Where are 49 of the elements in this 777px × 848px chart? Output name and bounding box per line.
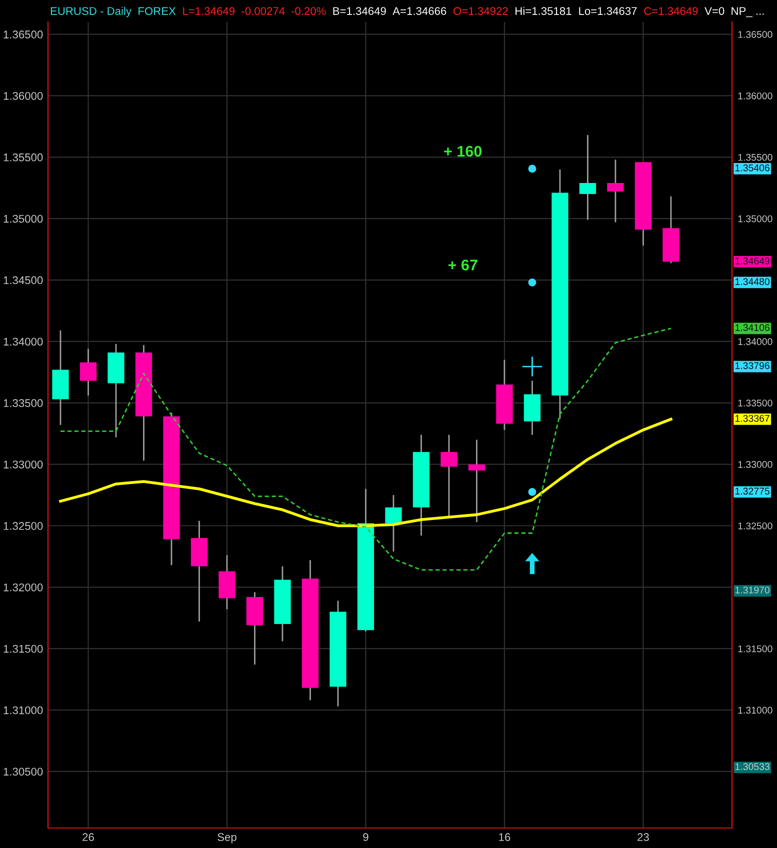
text: 1.33796: [735, 362, 770, 370]
x-tick-label: 26: [82, 833, 94, 842]
y-tick-label: 1.35500: [4, 153, 43, 162]
text: 1.34649: [735, 257, 770, 264]
candlestick: [607, 158, 624, 223]
line-series: [60, 328, 672, 571]
candlestick: [468, 439, 486, 523]
y-tick-label: 1.35000: [4, 214, 43, 223]
text: L=1.34649 -0.00274 -0.20% B=1.34649 A=1.34666 O=1.34922 Hi=1.35181 Lo=1.34637 C=1.34649 V=0 NP_ ...: [183, 6, 764, 18]
y-tick-label: 1.32500: [4, 522, 43, 530]
y-tick-label: 1.36000: [4, 92, 43, 100]
y2-tick-label: 1.36500: [738, 31, 772, 38]
x-tick-label: 23: [638, 833, 649, 842]
y2-tick-label: 1.35000: [738, 215, 772, 222]
y2-tick-label: 1.36000: [738, 92, 772, 100]
y-tick-label: 1.36500: [4, 30, 43, 38]
candlestick: [385, 494, 402, 552]
candlestick: [80, 348, 97, 396]
x-tick-label: 9: [363, 833, 368, 842]
y2-tick-label: 1.35500: [738, 154, 772, 161]
x-tick-label: Sep: [218, 833, 236, 844]
y2-tick-label: 1.32500: [738, 522, 772, 530]
y-tick-label: 1.31000: [4, 706, 43, 714]
candlestick: [579, 134, 596, 221]
y2-tick-label: 1.33500: [738, 400, 772, 407]
y-tick-label: 1.31500: [4, 644, 43, 653]
annotation: + 160: [444, 146, 482, 157]
y2-tick-label: 1.31500: [738, 645, 772, 652]
y-tick-label: 1.33500: [4, 399, 43, 408]
text: 1.35406: [735, 164, 770, 172]
y-tick-label: 1.30500: [4, 768, 43, 776]
text: 1.33367: [735, 414, 770, 422]
text: 1.34106: [735, 324, 770, 332]
annotation: + 67: [448, 260, 478, 270]
x-tick-label: 16: [499, 833, 510, 842]
y2-tick-label: 1.34000: [738, 338, 772, 346]
text: 1.32775: [735, 488, 770, 495]
text: 1.34480: [735, 278, 770, 286]
y-tick-label: 1.34000: [4, 338, 43, 346]
y2-tick-label: 1.33000: [738, 461, 772, 468]
y2-tick-label: 1.31000: [738, 706, 772, 714]
y-tick-label: 1.32000: [4, 583, 43, 592]
text: 1.31970: [735, 586, 770, 594]
y-tick-label: 1.34500: [4, 276, 43, 284]
text: 1.30533: [735, 763, 770, 770]
line-series: [59, 418, 672, 528]
chart-title: EURUSD - Daily FOREX: [50, 6, 176, 18]
y-tick-label: 1.33000: [4, 460, 43, 468]
candlestick: [440, 434, 458, 518]
